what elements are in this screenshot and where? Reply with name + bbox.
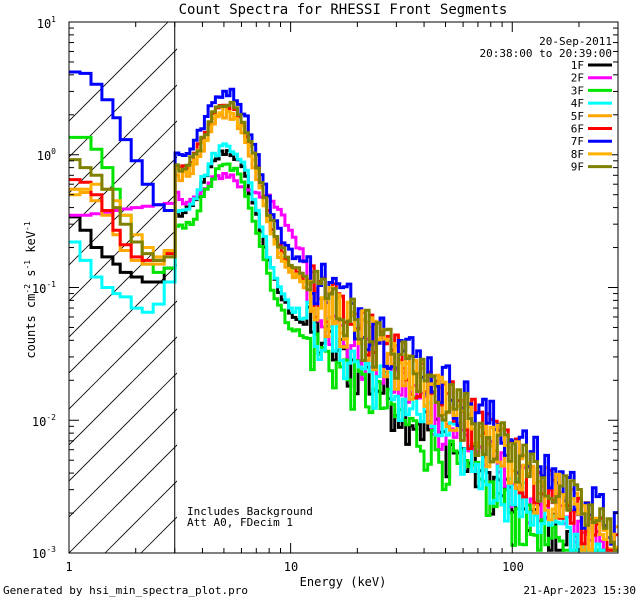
footer-generated-by: Generated by hsi_min_spectra_plot.pro — [3, 584, 248, 597]
hatch-line — [285, 0, 640, 553]
annotation-attenuator: Att A0, FDecim 1 — [187, 516, 293, 529]
series-8F-line — [69, 104, 618, 552]
tick-layer — [68, 22, 619, 554]
y-tick-label-2: 10-1 — [32, 280, 56, 296]
date-label: 20-Sep-2011 — [539, 35, 612, 48]
x-tick-label-10: 10 — [284, 560, 298, 574]
x-axis-label: Energy (keV) — [300, 575, 387, 589]
legend-label-2F: 2F — [571, 72, 584, 85]
y-tick-label-1: 10-2 — [32, 413, 56, 429]
hatch-line — [69, 372, 177, 482]
y-tick-label-4: 101 — [37, 15, 56, 31]
x-tick-label-100: 100 — [502, 560, 524, 574]
series-1F-line — [69, 149, 618, 552]
hatch-line — [69, 408, 177, 518]
footer-timestamp: 21-Apr-2023 15:30 — [523, 584, 636, 597]
x-tick-label-1: 1 — [65, 560, 72, 574]
legend-label-5F: 5F — [571, 110, 584, 123]
hatch-line — [69, 192, 177, 302]
hatch-line — [69, 22, 169, 122]
hatch-line — [69, 336, 177, 446]
series-layer — [69, 70, 618, 552]
y-tick-label-0: 10-3 — [32, 545, 56, 561]
annotation-background: Includes Background — [187, 505, 313, 518]
hatch-line — [104, 480, 177, 553]
hatch-line — [140, 516, 177, 553]
series-9F-line — [69, 100, 618, 552]
series-3F-line — [69, 135, 618, 552]
chart-title: Count Spectra for RHESSI Front Segments — [179, 2, 508, 18]
legend-label-6F: 6F — [571, 123, 584, 136]
y-axis-label: counts cm-2 s-1 keV-1 — [23, 221, 38, 358]
y-tick-label-3: 100 — [37, 147, 56, 163]
legend-label-1F: 1F — [571, 59, 584, 72]
legend-label-7F: 7F — [571, 135, 584, 148]
time-range-label: 20:38:00 to 20:39:00 — [480, 47, 612, 60]
legend-label-9F: 9F — [571, 161, 584, 174]
legend-label-4F: 4F — [571, 97, 584, 110]
hatch-line — [69, 84, 177, 194]
hatch-line — [609, 0, 640, 553]
hatch-line — [69, 48, 177, 158]
series-7F-line — [69, 70, 618, 546]
legend-label-3F: 3F — [571, 84, 584, 97]
hatch-line — [69, 444, 177, 553]
legend-label-8F: 8F — [571, 148, 584, 161]
series-4F-line — [69, 142, 618, 552]
hatch-line — [69, 228, 177, 338]
hatch-line — [69, 264, 177, 374]
